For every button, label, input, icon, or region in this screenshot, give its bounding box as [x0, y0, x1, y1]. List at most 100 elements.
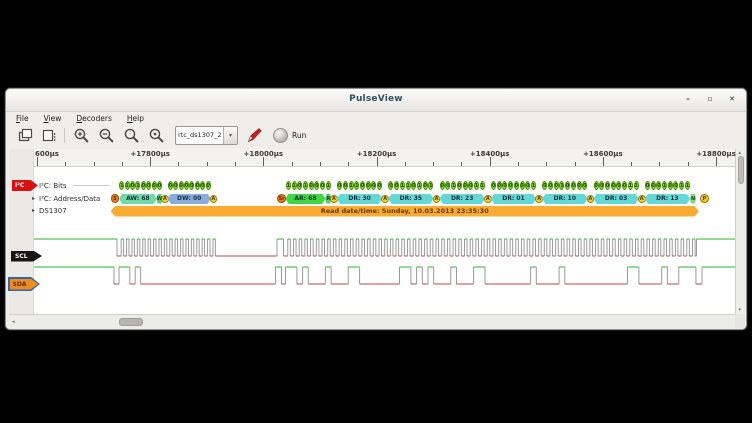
ruler-minor-tick: [235, 161, 237, 166]
i2c-bit-annotation: 1: [285, 181, 291, 190]
menu-decoders[interactable]: Decoders: [76, 114, 112, 123]
ruler-minor-tick: [461, 161, 463, 166]
i2c-ack-annotation: A: [535, 194, 543, 203]
decoder-row-label-address-data[interactable]: I²C: Address/Data: [39, 194, 101, 203]
ruler-tick-label: +18400µs: [469, 150, 510, 158]
decoder-row-label-ds1307[interactable]: DS1307: [39, 207, 67, 215]
ruler-minor-tick: [404, 161, 406, 166]
i2c-bit-annotation: 0: [130, 181, 135, 190]
decoder-row-label-bits[interactable]: I²C: Bits: [39, 182, 67, 190]
i2c-bit-annotation: 0: [468, 181, 474, 190]
chevron-down-icon: ▾: [228, 131, 232, 139]
i2c-bit-annotation: 0: [146, 181, 152, 190]
trace-view[interactable]: I²C: Bits ▸ I²C: Address/Data ▸ DS1307 I…: [6, 89, 746, 329]
trace-canvas[interactable]: [9, 167, 735, 314]
save-session-button[interactable]: [38, 125, 58, 145]
i2c-bit-annotation: 1: [627, 181, 633, 190]
signal-tag-scl[interactable]: SCL: [11, 250, 42, 262]
i2c-nack-annotation: N: [689, 194, 697, 204]
i2c-bit-annotation: 1: [530, 181, 536, 190]
row-leader-line: [73, 185, 109, 186]
ruler-minor-tick: [687, 161, 689, 166]
i2c-bit-annotation: 0: [184, 181, 189, 190]
zoom-in-button[interactable]: [71, 125, 91, 145]
i2c-byte-annotation: AW: 68: [119, 193, 157, 204]
zoom-one-to-one-icon: [149, 128, 163, 142]
open-file-button[interactable]: [15, 125, 35, 145]
ruler-major-tick: [150, 157, 152, 166]
session-file-combobox[interactable]: rtc_ds1307_2 ▾: [175, 125, 238, 145]
minimize-button[interactable]: –: [686, 95, 690, 103]
i2c-bit-annotation: 0: [650, 181, 656, 190]
i2c-bit-annotation: 0: [570, 181, 576, 190]
menu-help[interactable]: Help: [126, 114, 144, 123]
expand-arrow-icon[interactable]: ▸: [32, 194, 36, 202]
i2c-bit-annotation: 0: [320, 181, 326, 190]
save-session-icon: [42, 129, 55, 141]
i2c-bit-annotation: 0: [610, 181, 616, 190]
combobox-dropdown-button[interactable]: ▾: [223, 126, 237, 144]
i2c-bit-annotation: 1: [119, 181, 125, 190]
i2c-bit-annotation: 0: [388, 181, 394, 190]
vertical-scrollbar-thumb[interactable]: [737, 156, 744, 184]
window-title: PulseView: [349, 94, 403, 104]
i2c-bit-annotation: 0: [371, 181, 377, 190]
ruler-minor-tick: [546, 161, 548, 166]
ruler-tick-label: +18600µs: [583, 150, 623, 158]
zoom-out-button[interactable]: [96, 125, 116, 145]
ruler-minor-tick: [93, 161, 95, 166]
signal-tag-sda[interactable]: SDA: [8, 277, 40, 291]
ruler-minor-tick: [631, 161, 633, 166]
decoder-tag-i2c[interactable]: I²C: [12, 180, 38, 191]
scroll-down-arrow-icon[interactable]: ▾: [738, 307, 742, 313]
i2c-bit-annotation: 0: [456, 181, 462, 190]
titlebar[interactable]: PulseView – ▫ ✕: [6, 89, 746, 112]
i2c-ack-annotation: A: [381, 194, 390, 203]
i2c-bit-annotation: 0: [194, 181, 200, 190]
i2c-ack-annotation: A: [330, 194, 338, 203]
ruler-minor-tick: [517, 161, 519, 166]
i2c-ack-annotation: A: [586, 194, 595, 203]
menu-file[interactable]: File: [16, 114, 29, 123]
zoom-one-to-one-button[interactable]: [146, 125, 166, 145]
ruler-major-tick: [37, 157, 38, 166]
i2c-bit-annotation: 0: [359, 181, 365, 190]
maximize-button[interactable]: ▫: [707, 95, 713, 103]
i2c-byte-annotation: DR: 13: [644, 193, 691, 204]
zoom-fit-icon: [124, 128, 138, 142]
menu-view[interactable]: View: [43, 114, 62, 123]
i2c-bit-annotation: 1: [451, 181, 457, 190]
i2c-bit-annotation: 0: [462, 181, 468, 190]
probe-settings-button[interactable]: [244, 125, 264, 145]
horizontal-scrollbar-thumb[interactable]: [119, 318, 143, 326]
scroll-left-arrow-icon[interactable]: ◂: [12, 319, 15, 325]
i2c-bit-annotation: 0: [548, 181, 554, 190]
ruler-minor-tick: [291, 161, 293, 166]
i2c-bit-annotation: 0: [582, 181, 588, 190]
i2c-repeat-start-annotation: Sr: [277, 194, 286, 204]
i2c-bit-annotation: 0: [508, 181, 514, 190]
ruler-minor-tick: [65, 161, 67, 166]
zoom-fit-button[interactable]: [121, 125, 141, 145]
i2c-bit-annotation: 0: [377, 181, 383, 190]
horizontal-scrollbar[interactable]: ◂ ▸: [9, 314, 745, 328]
run-button[interactable]: Run: [273, 127, 306, 143]
i2c-bit-annotation: 0: [394, 181, 400, 190]
i2c-bit-annotation: 0: [200, 181, 206, 190]
ruler-major-tick: [716, 157, 718, 166]
scroll-up-arrow-icon[interactable]: ▴: [738, 150, 742, 156]
i2c-bit-annotation: 0: [542, 181, 548, 190]
expand-arrow-icon[interactable]: ▸: [32, 207, 36, 214]
i2c-bit-annotation: 0: [314, 181, 320, 190]
i2c-bit-annotation: 0: [553, 181, 559, 190]
pulseview-window: PulseView – ▫ ✕ File View Decoders Help: [5, 88, 747, 330]
vertical-scrollbar[interactable]: ▴ ▾: [735, 149, 745, 314]
i2c-bit-annotation: 1: [135, 181, 141, 190]
ruler-tick-label: +17800µs: [130, 150, 170, 158]
i2c-bit-annotation: 1: [405, 181, 411, 190]
i2c-start-annotation: S: [110, 194, 120, 204]
close-button[interactable]: ✕: [729, 95, 735, 103]
i2c-bit-annotation: 0: [297, 181, 303, 190]
i2c-byte-annotation: DR: 23: [439, 193, 485, 204]
timeline-ruler[interactable]: [9, 149, 735, 167]
